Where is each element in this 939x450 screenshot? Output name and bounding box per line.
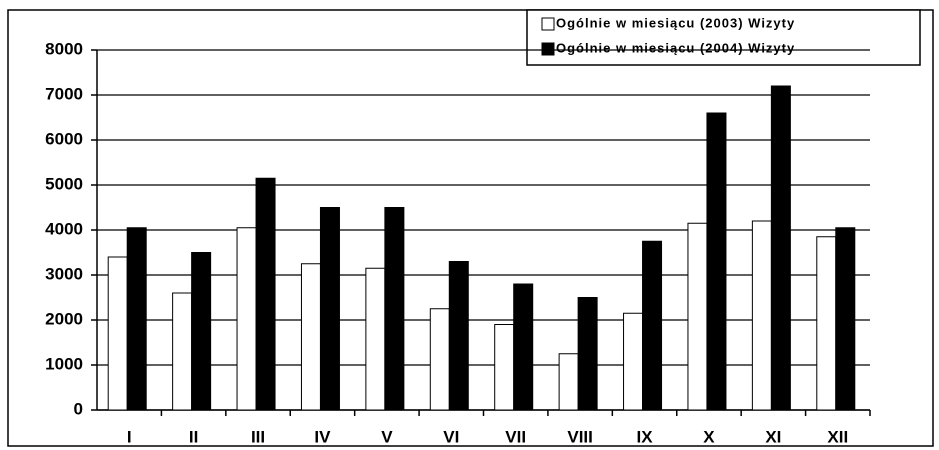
bar — [365, 267, 386, 411]
bar — [236, 227, 257, 411]
chart-frame — [7, 9, 934, 447]
legend-label: Ogólnie w miesiącu (2003) Wizyty — [556, 15, 795, 30]
x-tick-label: V — [381, 427, 393, 446]
bar — [751, 220, 772, 411]
x-tick-label: IV — [314, 427, 331, 446]
bar — [255, 177, 276, 411]
x-tick-label: VII — [505, 427, 526, 446]
bar — [835, 227, 856, 411]
bar — [623, 312, 644, 411]
x-tick-label: X — [703, 427, 715, 446]
x-tick-label: VI — [443, 427, 459, 446]
bar — [191, 252, 212, 411]
bar — [494, 324, 515, 411]
legend-label: Ogólnie w miesiącu (2004) Wizyty — [556, 40, 795, 55]
y-tick-label: 3000 — [45, 264, 83, 283]
bar — [706, 112, 727, 411]
bar — [577, 297, 598, 411]
bar — [126, 227, 147, 411]
bar — [642, 240, 663, 411]
bar — [429, 308, 450, 411]
x-tick-label: XI — [765, 427, 781, 446]
y-tick-label: 2000 — [45, 309, 83, 328]
y-tick-label: 7000 — [45, 84, 83, 103]
bar — [816, 236, 837, 411]
bar — [384, 207, 405, 411]
x-tick-label: VIII — [567, 427, 593, 446]
bar — [107, 256, 128, 411]
x-tick-label: XII — [827, 427, 848, 446]
y-tick-label: 4000 — [45, 219, 83, 238]
x-tick-label: II — [189, 427, 198, 446]
bar — [687, 222, 708, 411]
y-tick-label: 6000 — [45, 129, 83, 148]
x-tick-label: III — [251, 427, 265, 446]
bar — [448, 261, 469, 411]
y-tick-label: 5000 — [45, 174, 83, 193]
bar — [770, 85, 791, 411]
bar — [513, 283, 534, 411]
y-tick-label: 0 — [74, 399, 83, 418]
bar — [558, 353, 579, 411]
bar — [300, 263, 321, 411]
y-tick-label: 1000 — [45, 354, 83, 373]
y-tick-label: 8000 — [45, 39, 83, 58]
bar — [319, 207, 340, 411]
legend-swatch — [541, 17, 555, 31]
legend-swatch — [541, 42, 555, 56]
bar — [172, 292, 193, 411]
legend-box — [526, 9, 921, 66]
x-tick-label: IX — [637, 427, 654, 446]
x-tick-label: I — [127, 427, 132, 446]
